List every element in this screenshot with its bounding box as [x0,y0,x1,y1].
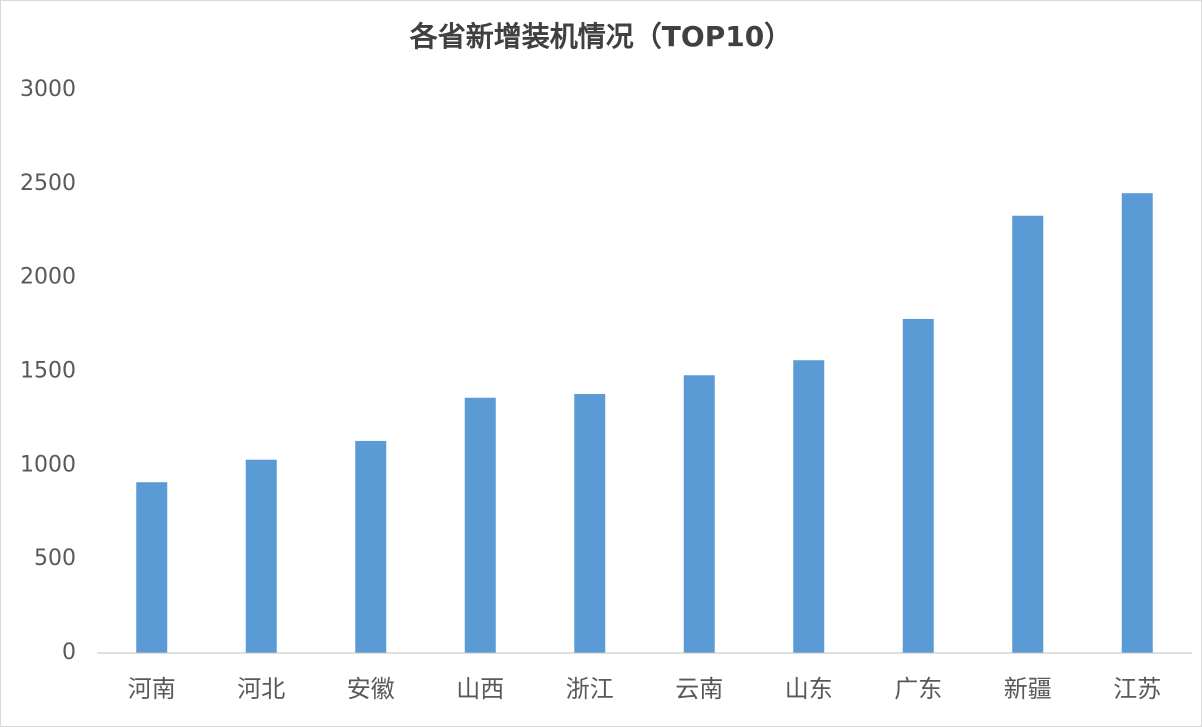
bar [902,318,934,653]
x-tick-label: 云南 [675,675,723,703]
x-tick-label: 河南 [128,675,176,703]
x-tick-label: 浙江 [566,675,614,703]
x-tick-label: 山西 [456,675,504,703]
chart-title: 各省新增装机情况（TOP10） [409,20,792,53]
bar [1012,215,1044,653]
bar [683,375,715,653]
bar [136,482,168,653]
x-tick-label: 新疆 [1004,675,1052,703]
y-tick-label: 1500 [20,359,76,384]
x-tick-label: 河北 [237,675,285,703]
x-tick-label: 江苏 [1113,675,1161,703]
bar [245,459,277,653]
bar [355,440,387,653]
bar [1121,193,1153,653]
bar [464,397,496,653]
bar [574,394,606,653]
y-tick-label: 2500 [20,171,76,196]
y-tick-label: 1000 [20,452,76,477]
y-tick-label: 2000 [20,265,76,290]
y-tick-label: 0 [62,640,76,665]
y-tick-label: 500 [34,546,76,571]
x-tick-label: 安徽 [347,675,395,703]
x-tick-label: 山东 [785,675,833,703]
x-tick-label: 广东 [894,675,942,703]
y-tick-label: 3000 [20,77,76,102]
bar [793,360,825,653]
